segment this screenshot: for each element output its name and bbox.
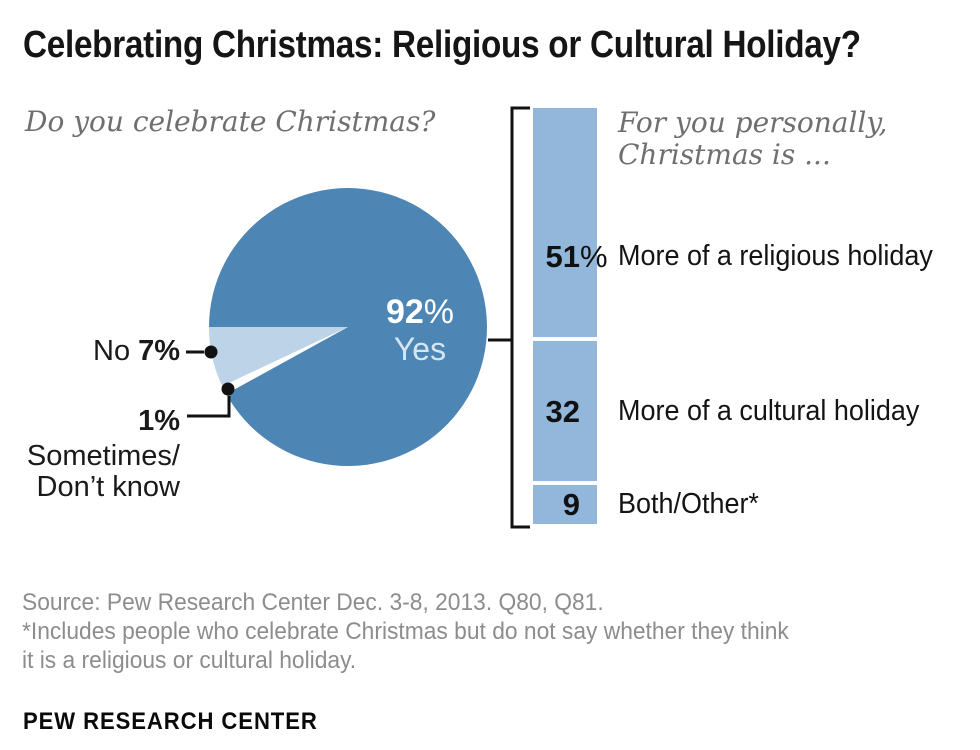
bar-row-both-other: 9 Both/Other* [533, 487, 980, 522]
bar-label-cultural: More of a cultural holiday [618, 395, 920, 427]
bar-segment-more-of-a-religious-holiday [533, 108, 597, 337]
footnote-line1: *Includes people who celebrate Christmas… [22, 618, 789, 645]
bar-question-line2: Christmas is ... [618, 138, 831, 171]
leader-line-sometimes [187, 396, 231, 418]
bar-label-both-other: Both/Other* [618, 488, 759, 520]
sometimes-label-line1: Sometimes/ [26, 440, 180, 472]
footnote-line2: it is a religious or cultural holiday. [22, 647, 357, 674]
pew-research-center-logo: PEW RESEARCH CENTER [23, 708, 318, 735]
pie-question: Do you celebrate Christmas? [25, 105, 436, 138]
pie-chart [208, 188, 487, 467]
no-label-word: No [93, 335, 131, 367]
bar-segment-both-other- [533, 485, 597, 524]
bar-label-religious: More of a religious holiday [618, 240, 933, 272]
bar-row-cultural: 32 More of a cultural holiday [533, 394, 980, 429]
stacked-bar [533, 108, 597, 524]
leader-dot-no [204, 345, 218, 359]
pie-center-num: 92 [385, 293, 424, 331]
bar-question: For you personally, Christmas is ... [618, 107, 887, 171]
bar-row-religious: 51 % More of a religious holiday [533, 239, 980, 274]
pie-center-label: 92% Yes [340, 294, 500, 368]
pie-slice-sometimes-don-t-know [222, 327, 348, 394]
bar-value-religious: 51 [545, 239, 580, 274]
sometimes-slice-label: Sometimes/ Don’t know [0, 441, 180, 503]
chart-title: Celebrating Christmas: Religious or Cult… [23, 24, 861, 66]
pie-slice-yes [209, 188, 487, 467]
source-note: Source: Pew Research Center Dec. 3-8, 20… [22, 588, 789, 675]
pie-center-percent-sign: % [423, 293, 455, 331]
sometimes-label-line2: Don’t know [36, 471, 180, 503]
no-label-value: 7% [138, 335, 180, 367]
pie-center-value: 92% [340, 294, 500, 331]
sometimes-slice-value: 1% [138, 405, 180, 437]
bar-segment-more-of-a-cultural-holiday [533, 340, 597, 482]
no-slice-label: No 7% [0, 336, 180, 367]
pie-center-text: Yes [393, 331, 447, 367]
bar-value-religious-percent-sign: % [580, 239, 608, 274]
bar-value-both-other: 9 [562, 487, 580, 522]
leader-dot-sometimes [221, 382, 235, 396]
source-line: Source: Pew Research Center Dec. 3-8, 20… [22, 589, 604, 616]
bar-value-cultural: 32 [545, 394, 580, 429]
bar-question-line1: For you personally, [618, 106, 888, 139]
bar-bracket [510, 106, 530, 529]
pie-slice-no [208, 327, 348, 387]
